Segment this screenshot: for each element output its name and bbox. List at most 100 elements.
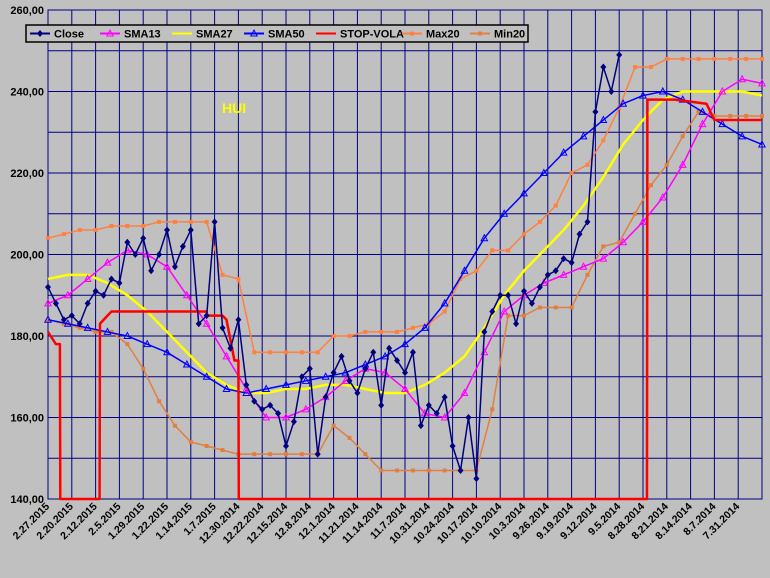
close-point xyxy=(346,377,353,385)
sma-point xyxy=(500,306,509,315)
sma-point xyxy=(83,323,92,331)
close-point xyxy=(521,287,527,295)
close-point xyxy=(425,401,432,409)
close-point xyxy=(124,238,131,246)
sma-point xyxy=(262,384,271,392)
sma-point xyxy=(103,258,112,266)
close-point xyxy=(568,259,575,267)
channel-point xyxy=(712,56,717,61)
channel-point xyxy=(395,329,400,334)
close-point xyxy=(100,291,107,299)
close-point xyxy=(409,348,416,356)
channel-point xyxy=(363,329,368,334)
close-point xyxy=(283,442,289,450)
sma-point xyxy=(222,351,231,360)
close-point xyxy=(314,450,321,458)
channel-point xyxy=(268,452,273,457)
channel-point xyxy=(728,56,733,61)
sma-point xyxy=(123,331,132,339)
channel-point xyxy=(141,223,146,228)
close-point xyxy=(195,320,202,328)
series-max20 xyxy=(46,56,764,355)
sma-point xyxy=(381,351,390,360)
y-tick-label: 140,00 xyxy=(10,494,44,506)
channel-point xyxy=(648,183,653,188)
sma-point xyxy=(103,327,112,335)
y-tick-label: 220,00 xyxy=(10,168,44,180)
channel-point xyxy=(109,223,114,228)
y-tick-label: 160,00 xyxy=(10,413,44,425)
chart-annotation: HUI xyxy=(222,100,246,116)
sma-point xyxy=(222,384,231,392)
close-point xyxy=(465,414,472,421)
sma-point xyxy=(559,270,568,278)
channel-point xyxy=(680,56,685,61)
sma-point xyxy=(718,86,727,95)
close-point xyxy=(76,320,83,328)
close-point xyxy=(187,226,194,234)
legend-entry-sma27: SMA27 xyxy=(172,29,233,41)
channel-point xyxy=(61,321,66,326)
series-stop-vola xyxy=(46,98,762,501)
channel-point xyxy=(284,350,288,355)
channel-point xyxy=(490,407,495,412)
channel-point xyxy=(363,452,368,457)
sma-point xyxy=(440,298,449,307)
channel-point xyxy=(61,232,66,237)
close-point xyxy=(338,352,345,360)
legend-entry-stop-vola: STOP-VOLA xyxy=(316,29,404,41)
sma-point xyxy=(698,119,707,128)
sma-point xyxy=(559,148,568,156)
close-point xyxy=(441,393,448,401)
sma-point xyxy=(738,131,747,140)
channel-point xyxy=(522,313,526,318)
channel-point xyxy=(744,113,749,118)
channel-point xyxy=(553,305,558,310)
channel-point xyxy=(553,203,558,208)
channel-point xyxy=(728,113,733,118)
sma-point xyxy=(281,412,291,421)
legend-entry-min20: Min20 xyxy=(470,29,525,41)
sma-point xyxy=(182,290,191,299)
close-point xyxy=(560,255,567,263)
channel-point xyxy=(109,329,114,334)
close-point xyxy=(449,442,456,450)
close-point xyxy=(267,401,274,409)
close-point xyxy=(528,299,535,307)
legend-entry-sma13: SMA13 xyxy=(100,29,161,41)
y-tick-label: 240,00 xyxy=(10,87,44,99)
channel-point xyxy=(252,350,257,355)
legend: Close SMA13 SMA27 SMA50 STOP-VOLA Max20 Min20 xyxy=(25,24,529,43)
close-point xyxy=(544,271,551,279)
channel-point xyxy=(379,468,384,473)
close-point xyxy=(592,108,599,116)
close-point xyxy=(60,316,67,324)
channel-point xyxy=(760,56,764,61)
close-point xyxy=(219,324,226,332)
channel-point xyxy=(760,113,764,118)
sma-point xyxy=(162,262,172,270)
plot-area xyxy=(47,9,763,500)
channel-point xyxy=(712,113,717,118)
close-point xyxy=(600,63,607,71)
close-point xyxy=(164,226,170,234)
channel-point xyxy=(458,276,463,281)
channel-point xyxy=(236,276,241,281)
channel-point xyxy=(172,219,177,224)
close-point xyxy=(203,312,210,320)
close-point xyxy=(306,365,313,373)
y-axis: 140,00 160,00 180,00 200,00 220,00 240,00 260,… xyxy=(10,5,44,506)
sma-point xyxy=(619,237,628,246)
sma-point xyxy=(658,192,667,201)
channel-point xyxy=(379,329,384,334)
close-point xyxy=(132,251,139,258)
legend-label: STOP-VOLA xyxy=(340,29,404,41)
channel-point xyxy=(125,342,130,347)
legend-label: Close xyxy=(54,29,84,41)
close-point xyxy=(45,283,51,291)
channel-point xyxy=(46,236,50,241)
series-line xyxy=(47,58,762,354)
close-point xyxy=(148,267,155,275)
series-line xyxy=(47,111,762,472)
channel-point xyxy=(569,305,574,310)
